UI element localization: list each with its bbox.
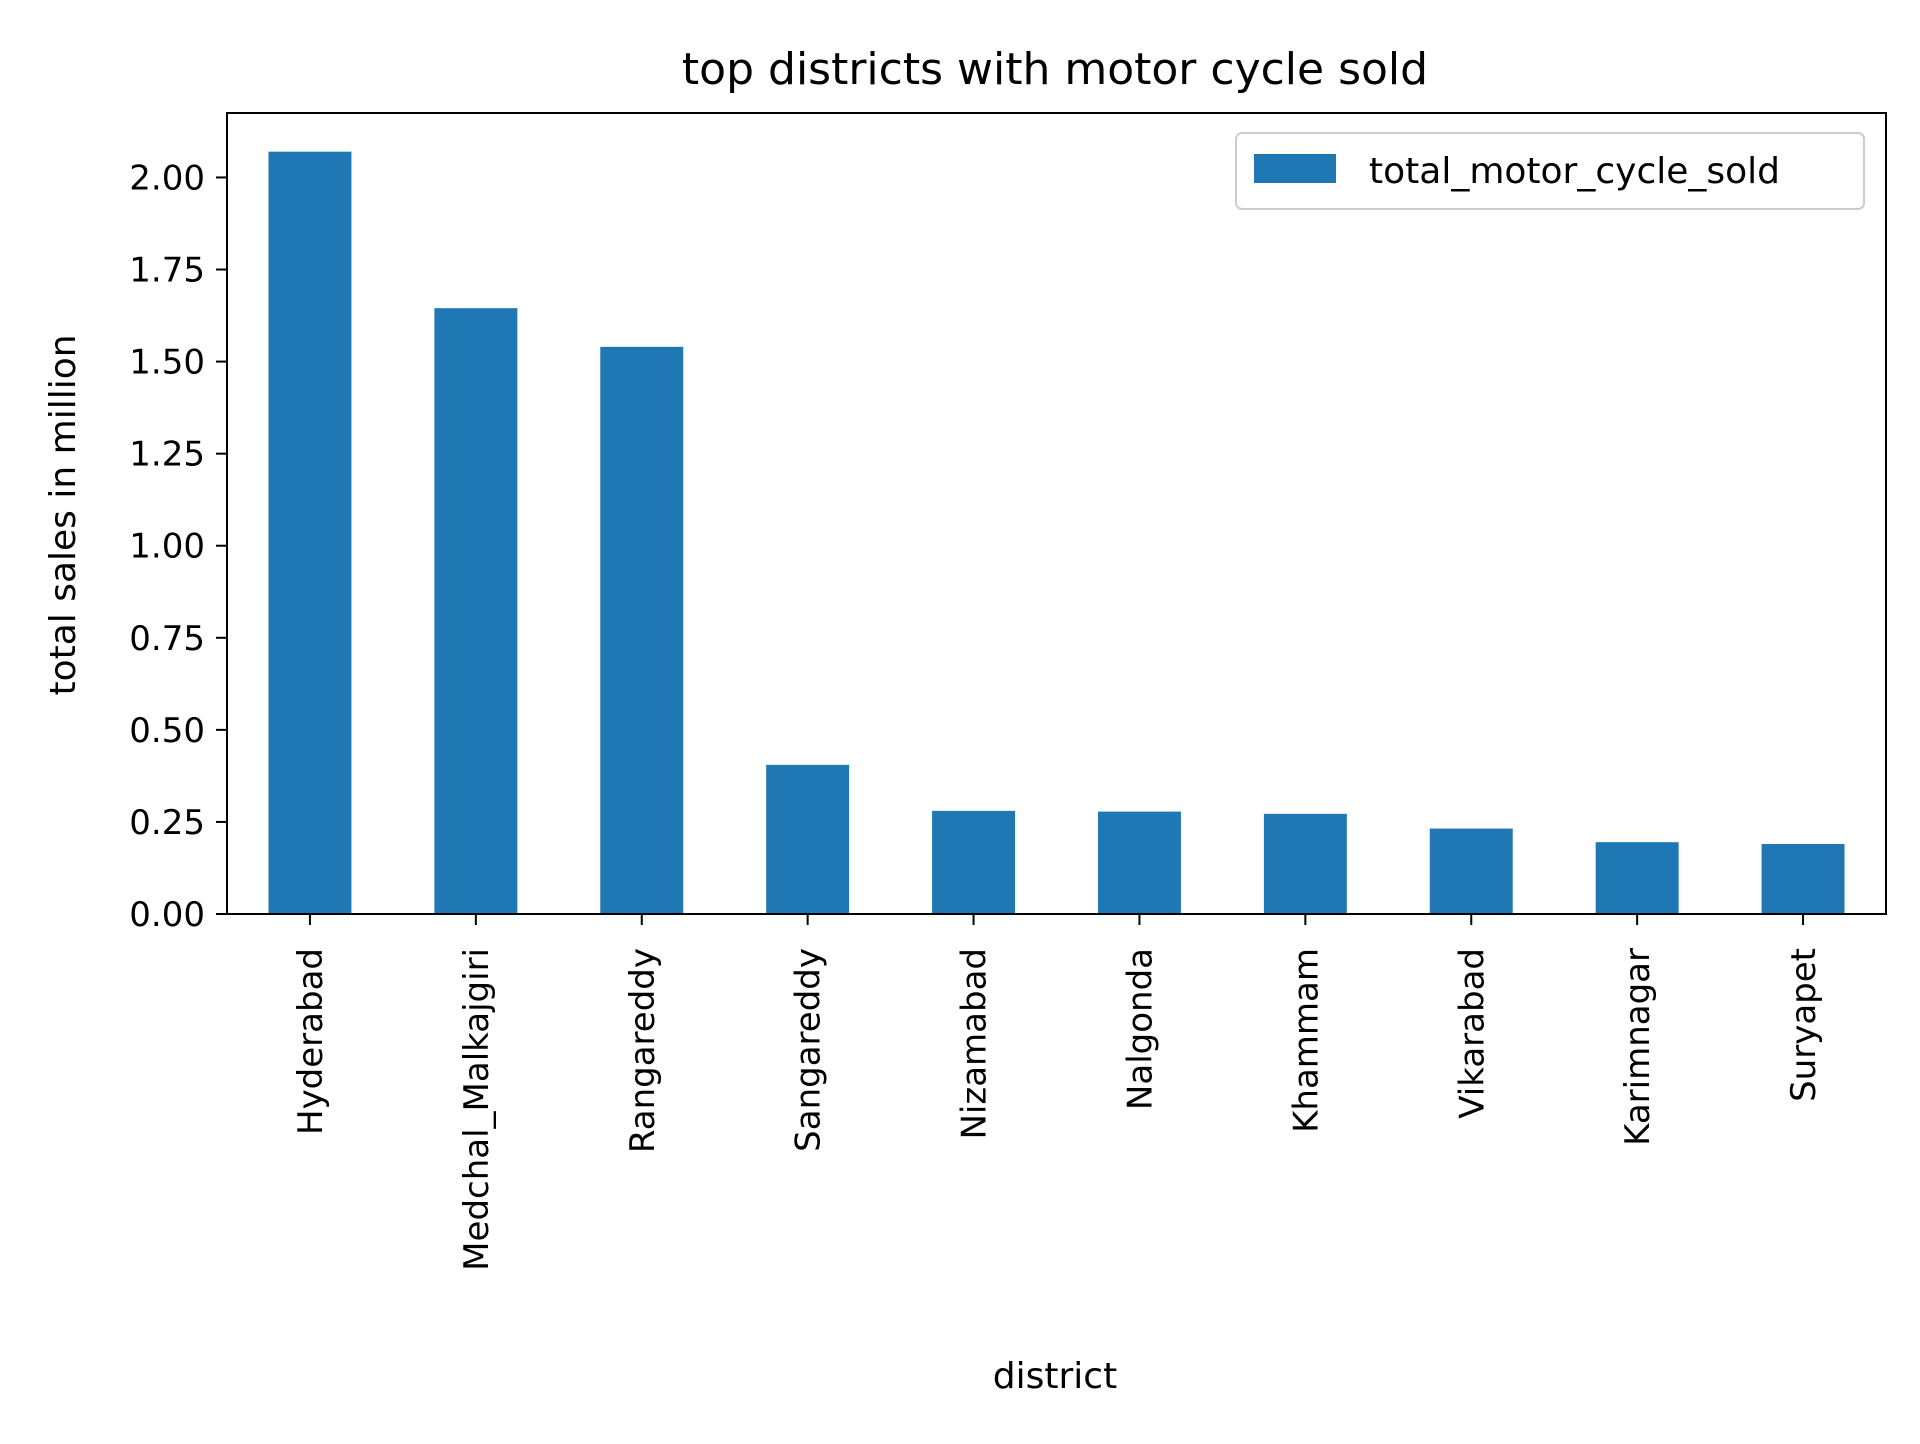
y-tick-label: 0.75 [129, 619, 205, 659]
axes: 0.00 0.25 0.50 0.75 1.00 1.25 1.50 1.75 2.00 Hyde… [129, 112, 1887, 1271]
y-tick-label: 1.25 [129, 435, 205, 475]
x-tick-label: Rangareddy [623, 948, 663, 1153]
x-tick-label: Karimnagar [1618, 948, 1658, 1146]
x-tick-label: Nizamabad [955, 948, 995, 1140]
plot-frame [226, 112, 1887, 915]
x-tick-label: Suryapet [1784, 948, 1824, 1102]
y-tick-label: 1.75 [129, 251, 205, 291]
legend-box [1235, 132, 1865, 210]
bar-medchal-malkajgiri [434, 308, 518, 914]
x-axis-label: district [993, 1356, 1117, 1397]
y-tick-label: 2.00 [129, 158, 205, 198]
bar-khammam [1263, 813, 1347, 914]
legend-label: total_motor_cycle_sold [1369, 151, 1780, 192]
y-tick-label: 0.00 [129, 895, 205, 935]
bar-vikarabad [1429, 828, 1513, 914]
x-tick-label: Hyderabad [291, 948, 331, 1135]
x-tick-label: Khammam [1286, 948, 1326, 1133]
y-tick-label: 1.50 [129, 343, 205, 383]
legend: total_motor_cycle_sold [1235, 132, 1865, 210]
x-tick-label: Sangareddy [789, 948, 829, 1152]
bar-karimnagar [1595, 842, 1679, 914]
bar-suryapet [1761, 844, 1845, 914]
bar-rangareddy [600, 346, 684, 914]
y-tick-label: 0.50 [129, 711, 205, 751]
bar-sangareddy [766, 764, 850, 914]
y-axis-label: total sales in million [43, 334, 84, 695]
chart-title: top districts with motor cycle sold [682, 44, 1428, 95]
bar-hyderabad [268, 151, 352, 915]
bar-nalgonda [1097, 811, 1181, 914]
x-tick-label: Nalgonda [1120, 948, 1160, 1110]
x-tick-label: Medchal_Malkajgiri [457, 948, 497, 1271]
x-tick-label: Vikarabad [1452, 948, 1492, 1119]
legend-swatch [1254, 154, 1336, 183]
y-tick-label: 1.00 [129, 527, 205, 567]
bars [268, 151, 1845, 915]
bar-nizamabad [932, 810, 1016, 914]
y-tick-label: 0.25 [129, 803, 205, 843]
